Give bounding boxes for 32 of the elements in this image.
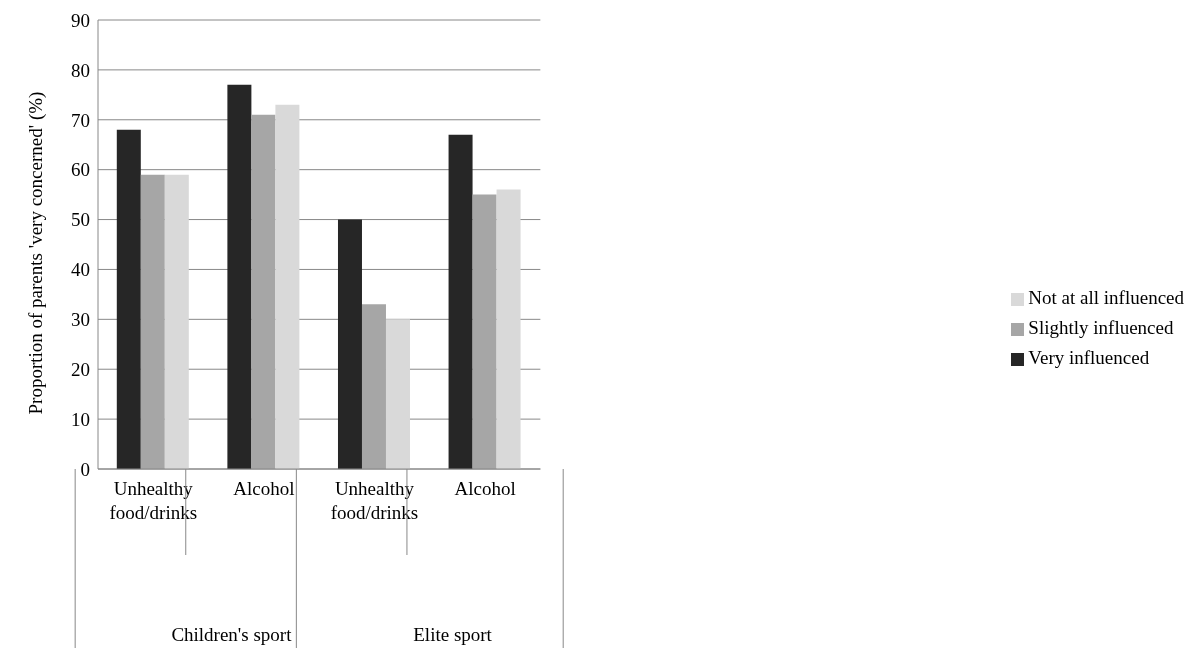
y-axis-title: Proportion of parents 'very concerned' (%) — [24, 91, 47, 415]
bar — [337, 219, 362, 469]
bar — [164, 174, 189, 469]
y-tick-label: 50 — [71, 209, 90, 231]
bar — [140, 174, 165, 469]
y-tick-label: 90 — [71, 9, 90, 31]
y-tick-label: 40 — [71, 259, 90, 281]
x-tick-label: Alcohol — [233, 478, 295, 499]
bar — [472, 194, 497, 469]
text: Children's sport — [171, 624, 293, 645]
y-tick-label: 10 — [71, 408, 90, 430]
bar — [385, 319, 410, 469]
bar — [275, 104, 300, 469]
legend-label: Not at all influenced — [1028, 287, 1184, 308]
x-tick-label: Unhealthy food/drinks — [330, 478, 419, 523]
bar — [448, 134, 473, 469]
y-tick-label: 0 — [80, 458, 90, 480]
bar — [116, 129, 141, 469]
bar — [361, 304, 386, 469]
bar — [227, 84, 252, 469]
bar — [496, 189, 521, 469]
legend-label: Slightly influenced — [1028, 317, 1174, 338]
legend-label: Very influenced — [1028, 347, 1150, 368]
x-tick-label: Unhealthy food/drinks — [109, 478, 198, 523]
y-tick-label: 20 — [71, 358, 90, 380]
text: Elite sport — [413, 624, 493, 645]
x-tick-label: Alcohol — [454, 478, 516, 499]
y-tick-label: 80 — [71, 59, 90, 81]
y-tick-label: 30 — [71, 309, 90, 331]
y-tick-label: 60 — [71, 159, 90, 181]
y-tick-label: 70 — [71, 109, 90, 131]
bar — [251, 114, 276, 469]
